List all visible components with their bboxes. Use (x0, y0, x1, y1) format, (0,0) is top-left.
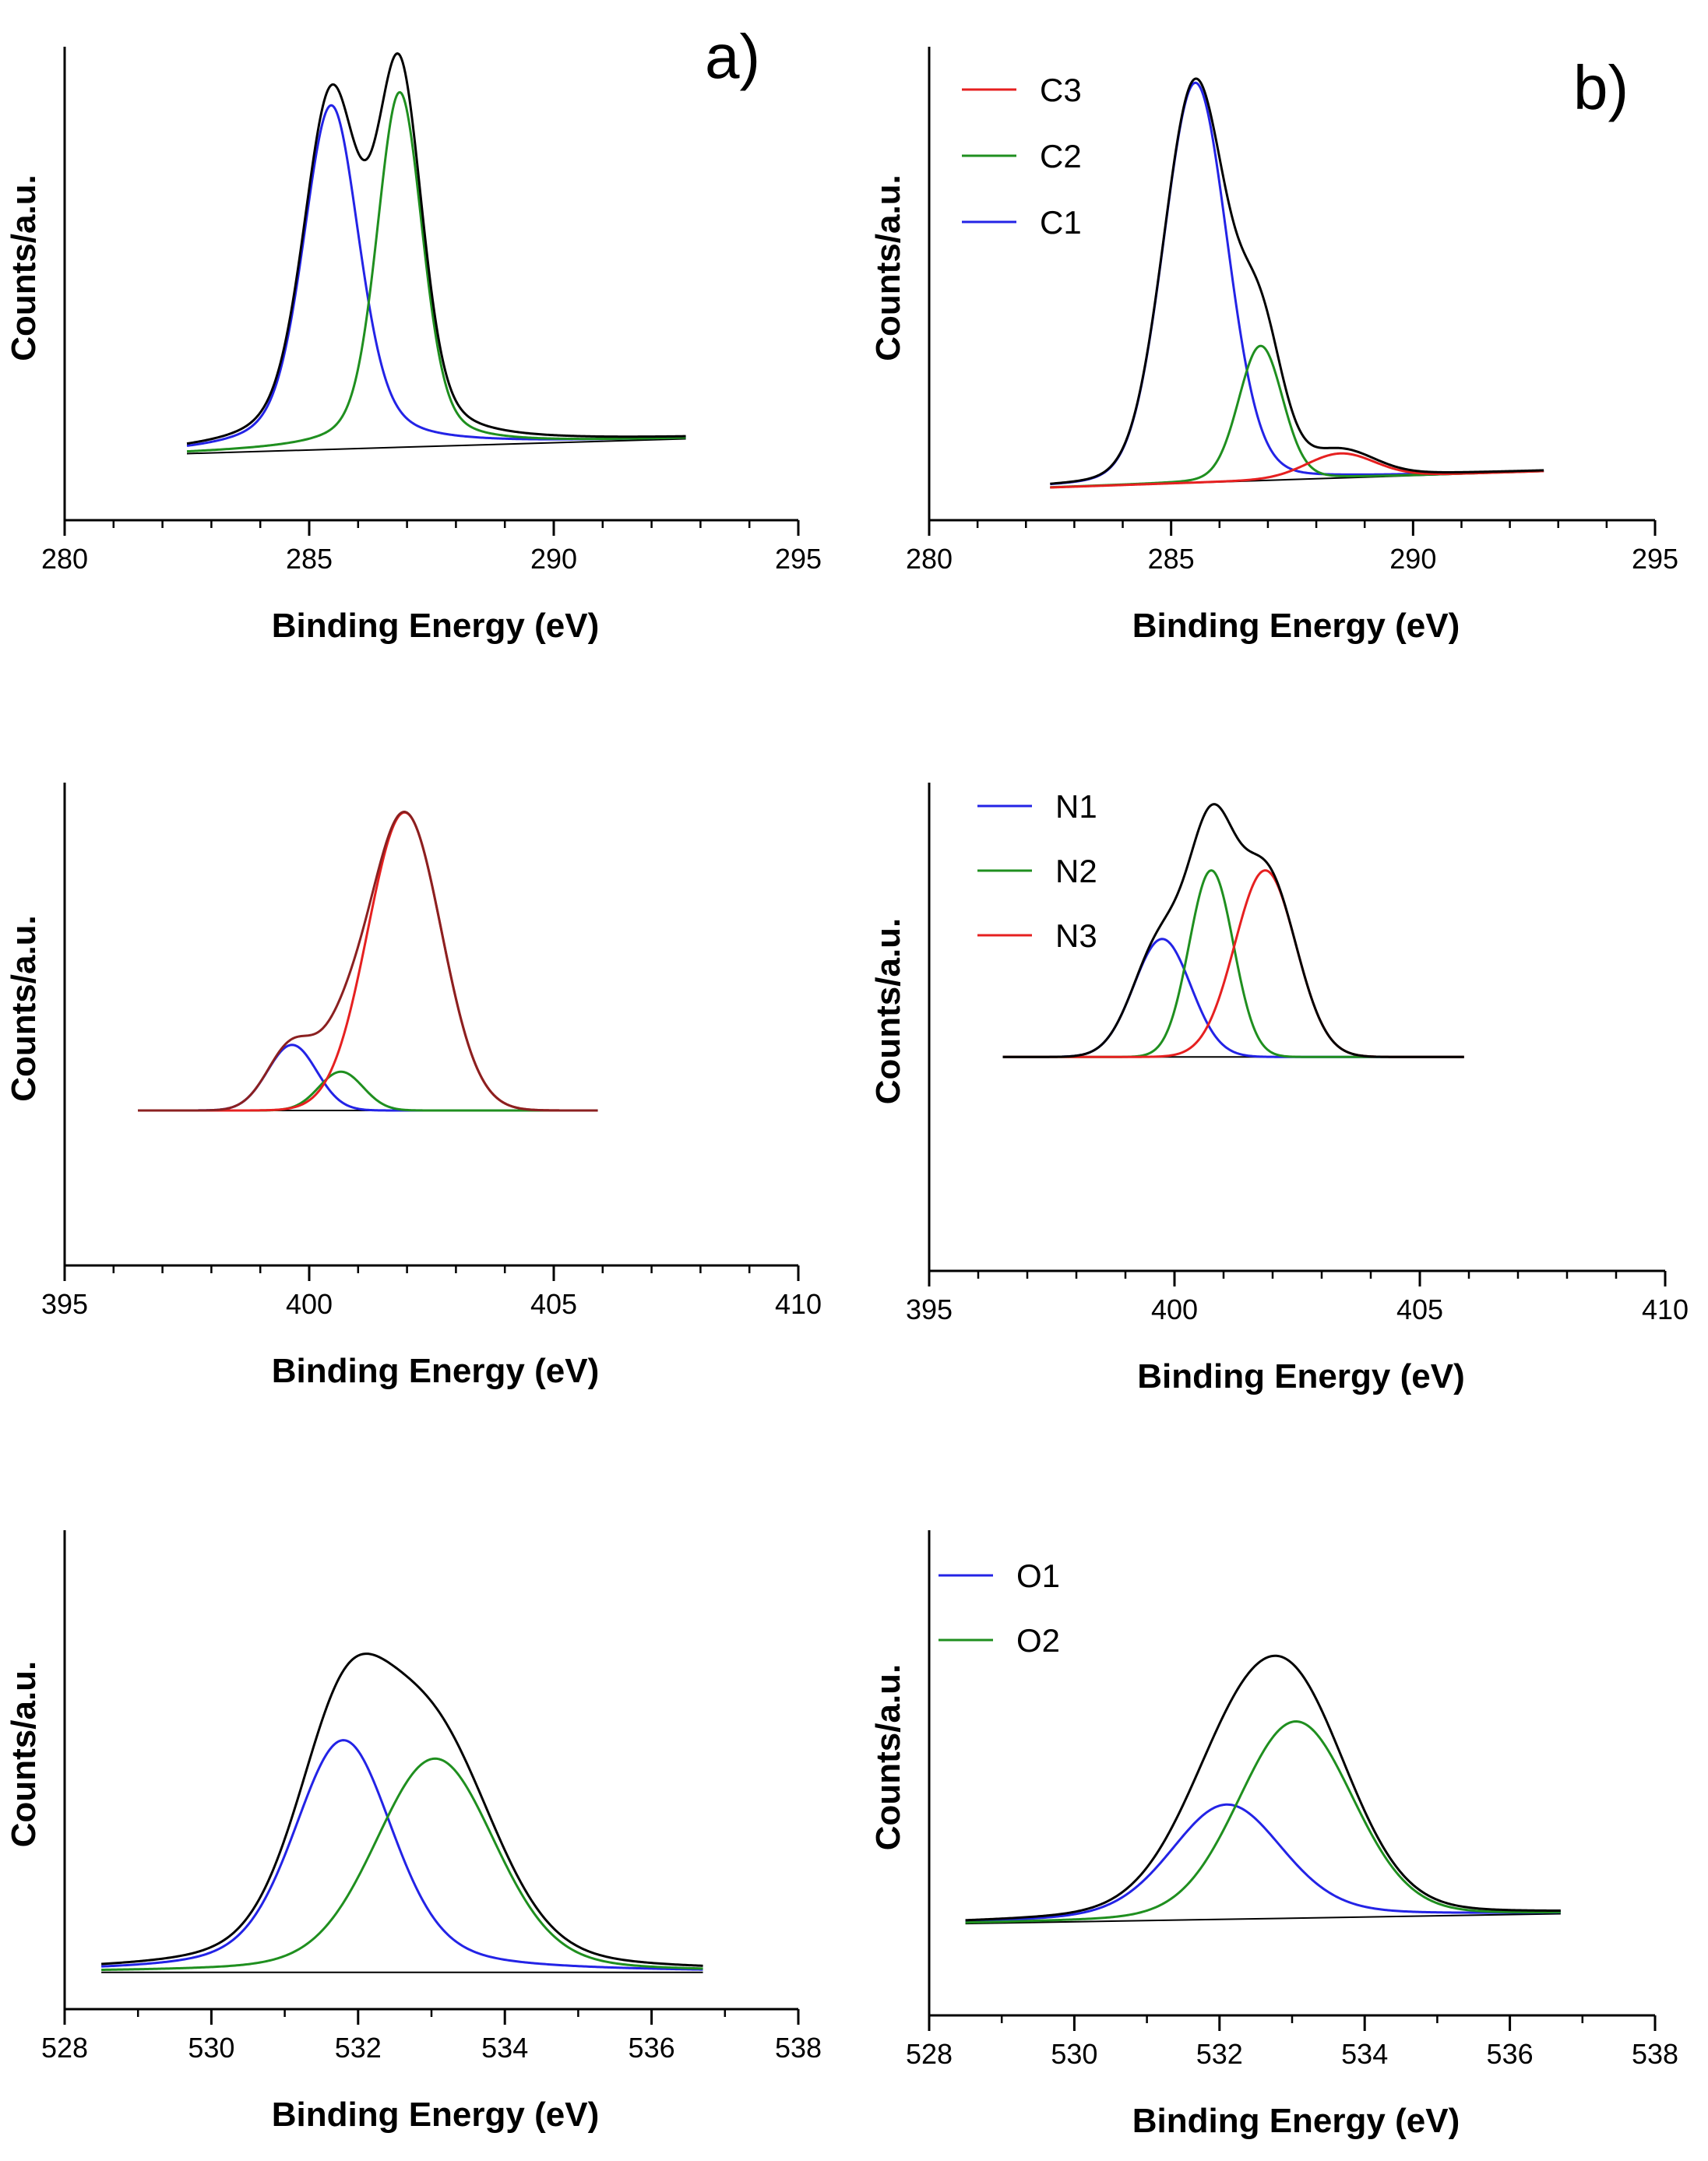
chart-c1s-b: 280 285 290 295 Binding Energy (eV) Counts/a.… (869, 47, 1678, 645)
series-envelope-line (186, 52, 686, 445)
x-tick-label: 538 (1632, 2038, 1678, 2070)
panel-label: b) (1573, 53, 1629, 122)
series-n1-line (138, 1044, 598, 1112)
x-tick-label: 530 (188, 2032, 234, 2064)
series-envelope-line (138, 811, 598, 1112)
x-tick-label: 280 (41, 543, 88, 575)
y-axis-title: Counts/a.u. (869, 174, 907, 361)
x-axis-title: Binding Energy (eV) (1132, 607, 1460, 645)
x-tick-label: 534 (481, 2032, 528, 2064)
legend-label-o1: O1 (1016, 1557, 1060, 1594)
series-o2-line (965, 1720, 1561, 1924)
series-n2-line (1002, 869, 1464, 1058)
x-tick-label: 532 (1196, 2038, 1243, 2070)
x-tick-label: 532 (335, 2032, 382, 2064)
legend: C3 C2 C1 (962, 72, 1082, 241)
series-envelope-line (101, 1652, 703, 1967)
legend-label-c1: C1 (1040, 204, 1082, 241)
legend-label-n2: N2 (1055, 853, 1097, 889)
x-tick-label: 280 (906, 543, 953, 575)
x-tick-label: 536 (1487, 2038, 1534, 2070)
baseline-line (965, 1913, 1561, 1925)
x-tick-label: 536 (629, 2032, 675, 2064)
series-c2-line (186, 91, 686, 453)
y-axis-title: Counts/a.u. (5, 174, 43, 361)
x-tick-label: 395 (906, 1293, 953, 1325)
x-tick-label: 290 (530, 543, 577, 575)
series-o1-line (101, 1739, 703, 1971)
x-tick-label: 400 (1151, 1293, 1198, 1325)
x-tick-label: 534 (1341, 2038, 1388, 2070)
x-axis-title: Binding Energy (eV) (272, 607, 599, 645)
x-tick-label: 528 (906, 2038, 953, 2070)
series-envelope-line (965, 1654, 1561, 1922)
x-tick-label: 405 (530, 1288, 577, 1320)
chart-o1s-a: 528 530 532 534 536 538 Binding Energy (eV) Cou… (5, 1530, 822, 2134)
series-n1-line (1002, 938, 1464, 1058)
series-n3-line (1002, 869, 1464, 1058)
y-axis-title: Counts/a.u. (5, 915, 43, 1102)
y-axis-title: Counts/a.u. (869, 918, 907, 1105)
x-tick-label: 405 (1396, 1293, 1443, 1325)
series-envelope-line (1002, 803, 1464, 1058)
series-n3-line (138, 811, 598, 1112)
series-o2-line (101, 1757, 703, 1971)
legend-label-o2: O2 (1016, 1622, 1060, 1659)
x-tick-label: 285 (1148, 543, 1195, 575)
chart-n1s-a: 395 400 405 410 Binding Energy (eV) Counts/a.… (5, 783, 822, 1390)
x-tick-label: 295 (775, 543, 822, 575)
legend-label-n1: N1 (1055, 788, 1097, 825)
x-tick-label: 528 (41, 2032, 88, 2064)
legend-label-n3: N3 (1055, 917, 1097, 954)
x-tick-label: 285 (286, 543, 333, 575)
baseline-line (186, 438, 686, 455)
series-c2-line (1050, 344, 1544, 489)
x-tick-label: 400 (286, 1288, 333, 1320)
legend-label-c3: C3 (1040, 72, 1082, 108)
x-tick-label: 295 (1632, 543, 1678, 575)
x-tick-label: 530 (1051, 2038, 1097, 2070)
panel-label: a) (705, 22, 760, 91)
series-c1-line (186, 104, 686, 447)
chart-o1s-b: 528 530 532 534 536 538 Binding Energy (eV) Cou… (869, 1530, 1678, 2140)
series-n2-line (138, 1070, 598, 1112)
y-axis-title: Counts/a.u. (869, 1664, 907, 1851)
series-c3-line (1050, 452, 1544, 489)
chart-n1s-b: 395 400 405 410 Binding Energy (eV) Counts/a.… (869, 783, 1689, 1395)
x-axis-title: Binding Energy (eV) (1132, 2102, 1460, 2140)
y-axis-title: Counts/a.u. (5, 1661, 43, 1848)
x-tick-label: 410 (775, 1288, 822, 1320)
series-o1-line (965, 1803, 1561, 1923)
x-tick-label: 395 (41, 1288, 88, 1320)
legend-label-c2: C2 (1040, 138, 1082, 174)
x-axis-title: Binding Energy (eV) (1137, 1357, 1464, 1395)
chart-c1s-a: 280 285 290 295 Binding Energy (eV) Counts/a.… (5, 22, 822, 645)
x-tick-label: 538 (775, 2032, 822, 2064)
series-envelope-line (1050, 77, 1544, 485)
legend: O1 O2 (939, 1557, 1060, 1659)
x-axis-title: Binding Energy (eV) (272, 1352, 599, 1390)
x-axis-title: Binding Energy (eV) (272, 2096, 599, 2134)
x-tick-label: 410 (1642, 1293, 1689, 1325)
x-tick-label: 290 (1389, 543, 1436, 575)
legend: N1 N2 N3 (977, 788, 1097, 954)
